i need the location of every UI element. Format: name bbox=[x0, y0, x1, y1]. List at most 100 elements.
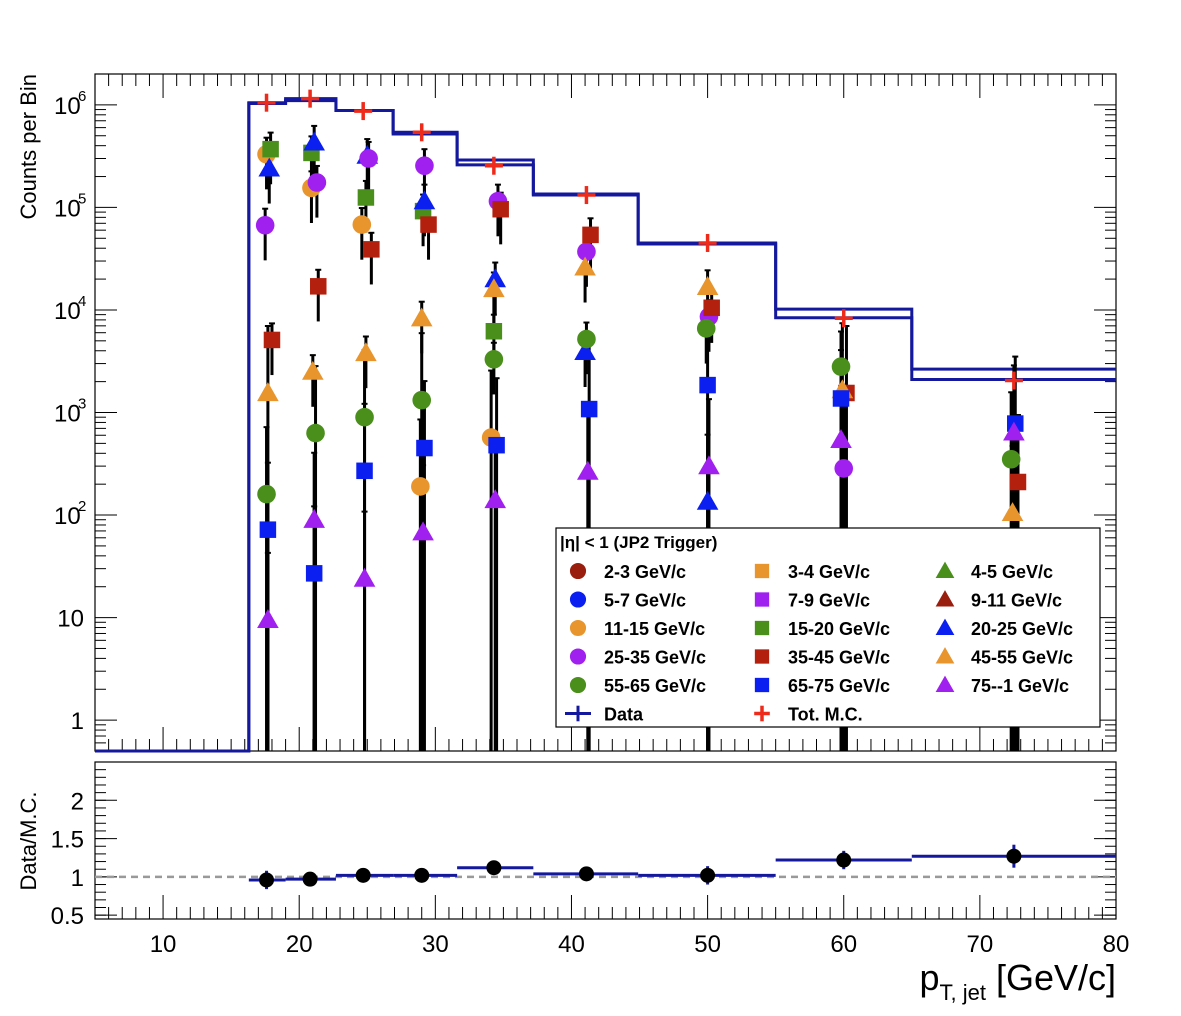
legend-marker bbox=[935, 675, 955, 693]
legend-marker bbox=[569, 648, 587, 665]
marker-75-1-gev-c bbox=[257, 609, 279, 628]
ratio-y-tick-label: 2 bbox=[71, 788, 84, 815]
legend-label: 45-55 GeV/c bbox=[971, 648, 1073, 668]
marker-75-1-gev-c bbox=[484, 489, 507, 509]
marker-75-1-gev-c bbox=[412, 521, 434, 541]
x-tick-label: 10 bbox=[150, 931, 177, 958]
legend-label: 65-75 GeV/c bbox=[788, 676, 890, 696]
legend-entry: 2-3 GeV/c bbox=[569, 562, 686, 582]
legend-label: 75--1 GeV/c bbox=[971, 676, 1069, 696]
ratio-point bbox=[700, 867, 716, 883]
ratio-point bbox=[355, 867, 371, 883]
marker-65-75-gev-c bbox=[416, 439, 433, 457]
legend-label: 55-65 GeV/c bbox=[604, 676, 706, 696]
marker-55-65-gev-c bbox=[696, 319, 716, 338]
marker-25-35-gev-c bbox=[834, 459, 854, 478]
marker-45-55-gev-c bbox=[410, 307, 433, 327]
legend-marker bbox=[569, 591, 587, 608]
ratio-y-axis-label: Data/M.C. bbox=[16, 791, 41, 890]
x-tick-label: 50 bbox=[694, 931, 721, 958]
ratio-y-tick-label: 1.5 bbox=[51, 827, 84, 854]
y-tick-exponent: 4 bbox=[78, 293, 86, 310]
marker-35-45-gev-c bbox=[492, 200, 509, 218]
ratio-point bbox=[1006, 848, 1022, 864]
y-tick-exponent: 2 bbox=[78, 498, 86, 515]
legend-label: 25-35 GeV/c bbox=[604, 648, 706, 668]
marker-75-1-gev-c bbox=[1003, 421, 1025, 441]
legend-label: 4-5 GeV/c bbox=[971, 562, 1053, 582]
x-tick-label: 40 bbox=[558, 931, 585, 958]
x-tick-label: 20 bbox=[286, 931, 313, 958]
marker-25-35-gev-c bbox=[255, 215, 275, 235]
marker-15-20-gev-c bbox=[357, 189, 375, 206]
ratio-point bbox=[259, 872, 275, 888]
legend-entry: 25-35 GeV/c bbox=[569, 648, 706, 668]
marker-35-45-gev-c bbox=[363, 241, 380, 258]
legend-marker bbox=[569, 562, 587, 580]
legend-entry: 7-9 GeV/c bbox=[754, 591, 870, 611]
marker-55-65-gev-c bbox=[484, 350, 504, 369]
marker-35-45-gev-c bbox=[263, 331, 281, 349]
marker-55-65-gev-c bbox=[257, 484, 276, 504]
marker-65-75-gev-c bbox=[305, 565, 323, 582]
legend-entry: 9-11 GeV/c bbox=[935, 590, 1062, 611]
marker-35-45-gev-c bbox=[420, 216, 437, 233]
x-tick-label: 80 bbox=[1103, 931, 1130, 958]
marker-75-1-gev-c bbox=[698, 455, 720, 475]
y-tick-label: 10 bbox=[54, 401, 81, 428]
marker-45-55-gev-c bbox=[574, 256, 596, 276]
x-tick-label: 30 bbox=[422, 931, 449, 958]
marker-65-75-gev-c bbox=[356, 462, 373, 480]
legend-marker bbox=[569, 676, 587, 694]
marker-25-35-gev-c bbox=[577, 242, 596, 261]
legend-entry: 45-55 GeV/c bbox=[935, 647, 1073, 668]
legend-label: 20-25 GeV/c bbox=[971, 619, 1073, 639]
y-tick-exponent: 5 bbox=[78, 190, 86, 207]
ratio-plot-frame bbox=[94, 761, 1117, 920]
marker-65-75-gev-c bbox=[488, 436, 505, 454]
marker-20-25-gev-c bbox=[484, 268, 507, 288]
y-tick-label: 1 bbox=[71, 708, 84, 735]
marker-55-65-gev-c bbox=[577, 329, 596, 349]
legend-label: 11-15 GeV/c bbox=[604, 619, 705, 639]
legend-entry: 75--1 GeV/c bbox=[935, 675, 1069, 696]
marker-35-45-gev-c bbox=[1009, 473, 1027, 491]
legend-marker bbox=[754, 592, 770, 607]
marker-45-55-gev-c bbox=[696, 276, 719, 295]
marker-75-1-gev-c bbox=[577, 460, 599, 480]
marker-75-1-gev-c bbox=[353, 567, 376, 587]
marker-45-55-gev-c bbox=[1001, 502, 1024, 521]
ratio-y-tick-label: 0.5 bbox=[51, 903, 84, 930]
marker-55-65-gev-c bbox=[306, 423, 325, 443]
marker-25-35-gev-c bbox=[415, 156, 434, 176]
legend-marker bbox=[754, 563, 770, 579]
legend-label: 15-20 GeV/c bbox=[788, 619, 890, 639]
legend-label: 3-4 GeV/c bbox=[788, 562, 870, 582]
y-tick-label: 10 bbox=[54, 298, 81, 325]
marker-65-75-gev-c bbox=[259, 521, 277, 538]
legend-entry: Tot. M.C. bbox=[754, 705, 863, 725]
y-tick-label: 10 bbox=[54, 503, 81, 530]
x-axis-label: pT, jet [GeV/c] bbox=[919, 957, 1116, 1005]
marker-45-55-gev-c bbox=[302, 360, 324, 380]
legend-entry: 35-45 GeV/c bbox=[754, 648, 890, 668]
y-tick-label: 10 bbox=[54, 195, 81, 222]
legend-entry: 15-20 GeV/c bbox=[754, 619, 890, 639]
legend-box bbox=[555, 527, 1101, 728]
x-tick-label: 60 bbox=[830, 931, 857, 958]
legend-label: Data bbox=[604, 705, 644, 725]
marker-65-75-gev-c bbox=[699, 376, 716, 394]
x-tick-label: 70 bbox=[967, 931, 994, 958]
marker-55-65-gev-c bbox=[412, 390, 432, 410]
marker-11-15-gev-c bbox=[411, 477, 430, 496]
marker-65-75-gev-c bbox=[580, 400, 598, 418]
legend-marker bbox=[935, 561, 955, 579]
ratio-panel: 0.5 1 1.5 2 10 20 30 40 50 60 70 80 Data/M.C. pT, jet… bbox=[16, 761, 1130, 1005]
legend-entry: 3-4 GeV/c bbox=[754, 562, 870, 582]
data-histogram-line bbox=[95, 99, 1116, 753]
marker-35-45-gev-c bbox=[310, 278, 327, 295]
legend-marker bbox=[935, 590, 955, 607]
legend-header: |η| < 1 (JP2 Trigger) bbox=[560, 533, 717, 552]
legend-marker bbox=[754, 649, 770, 664]
